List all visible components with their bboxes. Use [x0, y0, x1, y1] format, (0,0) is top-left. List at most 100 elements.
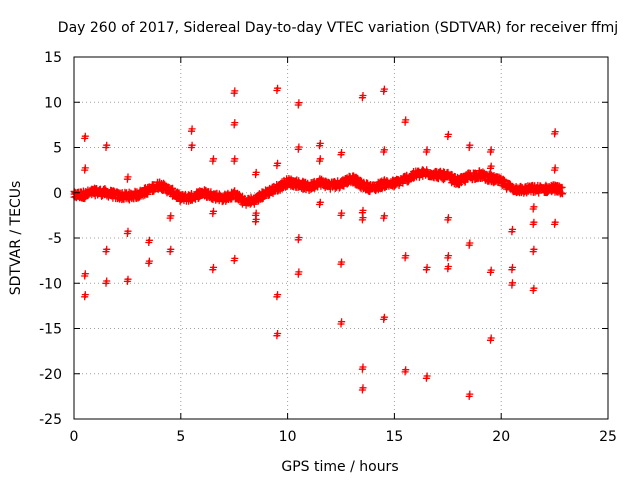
outlier-point [487, 162, 495, 170]
outlier-point [402, 252, 410, 260]
outlier-point [188, 125, 196, 133]
outlier-point [551, 164, 559, 172]
outlier-point [231, 155, 239, 163]
outlier-point [338, 258, 346, 266]
outlier-point [487, 146, 495, 154]
x-tick-label: 25 [599, 429, 617, 445]
outlier-point [145, 236, 153, 244]
outlier-point [444, 263, 452, 270]
outlier-point [103, 245, 111, 253]
outlier-point [316, 155, 324, 163]
outlier-point [509, 263, 516, 271]
outlier-point [380, 212, 388, 220]
y-tick-label: -10 [39, 276, 62, 292]
axis-ticks [73, 56, 609, 420]
outlier-point [380, 85, 388, 93]
y-tick-label: -15 [39, 322, 62, 338]
data-point [144, 190, 152, 198]
outlier-point [402, 116, 410, 124]
y-tick-label: 5 [53, 141, 62, 157]
outlier-point [252, 168, 260, 176]
x-tick-label: 5 [176, 429, 185, 445]
outlier-point [188, 141, 196, 149]
outlier-point [423, 263, 431, 271]
outlier-point [509, 279, 516, 287]
outlier-point [444, 130, 452, 138]
y-tick-label: 0 [53, 186, 62, 202]
x-tick-labels: 0 5 10 15 20 25 [70, 429, 617, 445]
outlier-point [124, 227, 132, 235]
outlier-point [509, 225, 516, 233]
outlier-point [252, 215, 260, 223]
y-tick-label: -20 [39, 367, 62, 383]
x-tick-label: 15 [385, 429, 403, 445]
y-tick-labels: 15 10 5 0 -5 -10 -15 -20 -25 [39, 50, 62, 428]
outlier-point [81, 132, 89, 140]
x-tick-label: 10 [279, 429, 297, 445]
outlier-point [295, 99, 303, 107]
outlier-point [316, 139, 324, 147]
outlier-point [295, 268, 303, 276]
outlier-point [359, 206, 367, 214]
y-tick-label: -5 [48, 231, 62, 247]
outlier-point [231, 119, 239, 127]
outlier-point [359, 92, 367, 99]
outlier-point [274, 84, 282, 92]
outlier-point [487, 266, 495, 274]
y-tick-label: -25 [39, 412, 62, 428]
x-axis-title: GPS time / hours [281, 459, 398, 475]
outlier-point [487, 334, 495, 342]
outlier-point [530, 203, 538, 211]
outlier-point [210, 207, 217, 215]
x-tick-label: 0 [70, 429, 79, 445]
outlier-point [359, 384, 367, 392]
outlier-point [81, 291, 89, 299]
outlier-point [444, 214, 452, 222]
outlier-point [210, 155, 217, 163]
outlier-point [124, 173, 132, 181]
y-tick-label: 10 [44, 95, 62, 111]
outlier-point [380, 313, 388, 321]
data-points [70, 84, 566, 400]
outlier-point [167, 212, 175, 220]
outlier-point [295, 234, 303, 241]
outlier-point [444, 252, 452, 260]
outlier-point [423, 372, 431, 380]
outlier-point [81, 164, 89, 172]
outlier-point [231, 87, 239, 95]
outlier-point [231, 254, 239, 262]
x-tick-label: 20 [492, 429, 510, 445]
outlier-point [380, 146, 388, 154]
outlier-point [295, 143, 303, 151]
outlier-point [210, 263, 217, 271]
outlier-point [103, 141, 111, 149]
outlier-point [530, 218, 538, 226]
outlier-point [145, 257, 153, 265]
outlier-point [423, 146, 431, 154]
y-tick-label: 15 [44, 50, 62, 66]
outlier-point [274, 330, 282, 337]
data-point [558, 189, 566, 197]
outlier-point [252, 209, 260, 217]
outlier-point [103, 277, 111, 285]
outlier-point [530, 284, 538, 292]
outlier-point [338, 209, 346, 217]
chart-title: Day 260 of 2017, Sidereal Day-to-day VTE… [58, 20, 618, 36]
outlier-point [402, 366, 410, 374]
outlier-point [530, 245, 538, 253]
outlier-point [124, 275, 132, 283]
outlier-point [167, 245, 175, 253]
outlier-point [551, 128, 559, 136]
outlier-point [274, 159, 282, 167]
outlier-point [359, 363, 367, 371]
outlier-point [338, 318, 346, 326]
outlier-point [316, 198, 324, 206]
outlier-point [274, 291, 282, 299]
outlier-point [466, 239, 474, 247]
outlier-point [551, 218, 559, 226]
outlier-point [466, 141, 474, 149]
outlier-point [466, 390, 474, 398]
outlier-point [338, 149, 346, 156]
